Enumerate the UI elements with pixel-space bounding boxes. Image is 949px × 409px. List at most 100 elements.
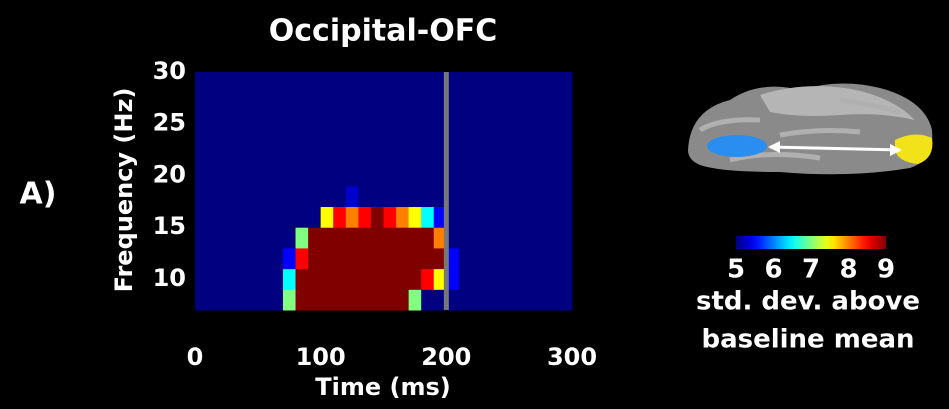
heatmap-cell — [421, 227, 434, 248]
heatmap-cell — [233, 186, 246, 207]
heatmap-cell — [308, 186, 321, 207]
heatmap-cell — [371, 248, 384, 269]
x-tick-label: 0 — [187, 343, 204, 371]
heatmap-cell — [384, 207, 397, 228]
heatmap-cell — [358, 269, 371, 290]
heatmap-cell — [333, 72, 346, 186]
heatmap-cell — [245, 72, 258, 186]
heatmap-cell — [208, 207, 221, 228]
heatmap-cell — [484, 269, 497, 290]
heatmap-cell — [484, 186, 497, 207]
heatmap-cell — [296, 186, 309, 207]
heatmap-cell — [358, 72, 371, 186]
heatmap-cell — [245, 186, 258, 207]
heatmap-cell — [384, 72, 397, 186]
heatmap-cell — [258, 186, 271, 207]
heatmap-cell — [409, 186, 422, 207]
heatmap-cell — [208, 289, 221, 310]
heatmap-cell — [559, 72, 572, 186]
heatmap-cell — [358, 289, 371, 310]
heatmap-cell — [258, 269, 271, 290]
heatmap-cell — [471, 289, 484, 310]
heatmap-cell — [384, 227, 397, 248]
heatmap-cell — [522, 289, 535, 310]
heatmap-cell — [358, 248, 371, 269]
heatmap-cell — [308, 207, 321, 228]
heatmap-cell — [459, 72, 472, 186]
heatmap-cell — [409, 289, 422, 310]
heatmap-cell — [333, 207, 346, 228]
heatmap-cell — [321, 207, 334, 228]
heatmap-cell — [258, 289, 271, 310]
heatmap-cell — [321, 72, 334, 186]
heatmap-cell — [534, 186, 547, 207]
heatmap-cell — [509, 207, 522, 228]
heatmap-cell — [358, 186, 371, 207]
heatmap-cell — [283, 248, 296, 269]
heatmap-cell — [384, 269, 397, 290]
heatmap-cell — [484, 72, 497, 186]
heatmap-cell — [497, 289, 510, 310]
heatmap-cell — [396, 72, 409, 186]
heatmap-cell — [283, 289, 296, 310]
heatmap-cell — [321, 248, 334, 269]
heatmap-cell — [270, 207, 283, 228]
heatmap-cell — [270, 72, 283, 186]
colorbar — [736, 236, 886, 249]
y-tick-label: 15 — [153, 212, 186, 240]
heatmap-cell — [308, 248, 321, 269]
colorbar-tick-label: 7 — [802, 255, 820, 285]
heatmap-cell — [270, 289, 283, 310]
heatmap-cell — [384, 186, 397, 207]
colorbar-label: baseline mean — [701, 325, 914, 355]
heatmap-cell — [497, 248, 510, 269]
colorbar-tick-label: 5 — [727, 255, 745, 285]
heatmap-cell — [509, 227, 522, 248]
heatmap-cell — [308, 72, 321, 186]
heatmap-cell — [409, 248, 422, 269]
heatmap-cell — [220, 248, 233, 269]
heatmap-cell — [321, 289, 334, 310]
heatmap-cell — [220, 269, 233, 290]
heatmap-cell — [233, 269, 246, 290]
colorbar-tick-label: 6 — [764, 255, 782, 285]
heatmap-cell — [358, 207, 371, 228]
heatmap-cell — [245, 207, 258, 228]
heatmap-cell — [396, 289, 409, 310]
heatmap-cell — [421, 269, 434, 290]
heatmap-cell — [471, 207, 484, 228]
heatmap-cell — [559, 207, 572, 228]
y-axis-label: Frequency (Hz) — [110, 88, 138, 293]
heatmap-cell — [459, 186, 472, 207]
heatmap-cell — [346, 72, 359, 186]
heatmap-cell — [296, 248, 309, 269]
heatmap-cell — [245, 289, 258, 310]
heatmap-cell — [283, 207, 296, 228]
heatmap-cell — [258, 72, 271, 186]
heatmap-cell — [258, 227, 271, 248]
heatmap-cell — [459, 289, 472, 310]
heatmap-cell — [484, 289, 497, 310]
heatmap-cell — [396, 269, 409, 290]
heatmap-cell — [233, 248, 246, 269]
heatmap-cell — [195, 248, 208, 269]
heatmap-cell — [534, 248, 547, 269]
page: {"chart_data": { "type": "heatmap", "pan… — [0, 0, 949, 409]
heatmap-cell — [509, 72, 522, 186]
heatmap-cell — [333, 289, 346, 310]
heatmap-cell — [421, 289, 434, 310]
heatmap-cell — [471, 186, 484, 207]
heatmap-cell — [547, 248, 560, 269]
heatmap-cell — [371, 289, 384, 310]
heatmap-cell — [547, 269, 560, 290]
heatmap-cell — [283, 72, 296, 186]
heatmap-cell — [270, 248, 283, 269]
y-tick-label: 30 — [153, 57, 186, 85]
heatmap-cell — [270, 186, 283, 207]
heatmap-cell — [233, 72, 246, 186]
heatmap-cell — [409, 72, 422, 186]
heatmap-cell — [534, 207, 547, 228]
heatmap-cell — [484, 207, 497, 228]
heatmap-cell — [396, 248, 409, 269]
heatmap-cell — [321, 269, 334, 290]
